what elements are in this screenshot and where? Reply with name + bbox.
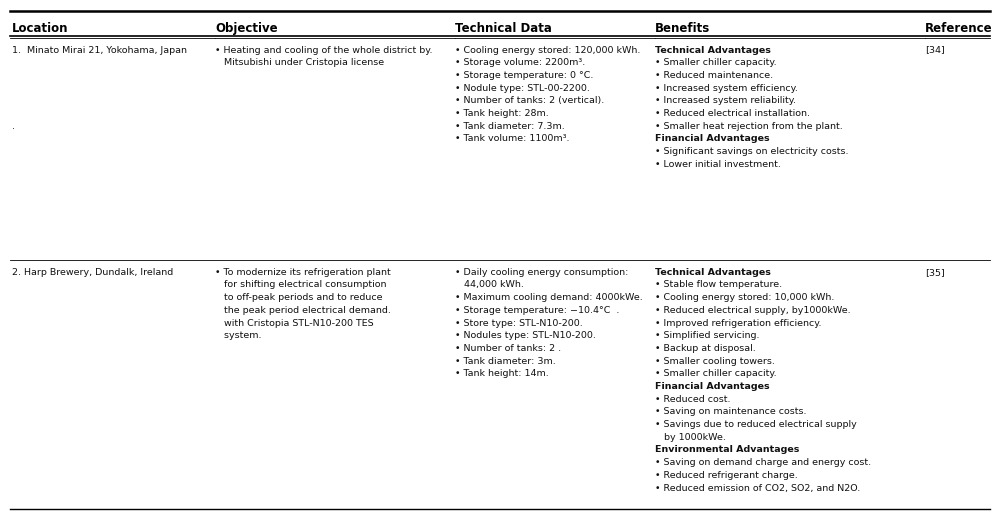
Text: • Nodules type: STL-N10-200.: • Nodules type: STL-N10-200. [455,332,596,340]
Text: 44,000 kWh.: 44,000 kWh. [455,281,524,290]
Text: • Savings due to reduced electrical supply: • Savings due to reduced electrical supp… [655,420,857,429]
Text: the peak period electrical demand.: the peak period electrical demand. [215,306,391,315]
Text: • Number of tanks: 2 .: • Number of tanks: 2 . [455,344,561,353]
Text: • Reduced maintenance.: • Reduced maintenance. [655,71,773,80]
Text: Technical Advantages: Technical Advantages [655,268,771,277]
Text: • Reduced cost.: • Reduced cost. [655,395,730,404]
Text: • Number of tanks: 2 (vertical).: • Number of tanks: 2 (vertical). [455,96,604,105]
Text: • Cooling energy stored: 120,000 kWh.: • Cooling energy stored: 120,000 kWh. [455,46,640,54]
Text: • Smaller chiller capacity.: • Smaller chiller capacity. [655,58,777,67]
Text: • Storage temperature: −10.4°C  .: • Storage temperature: −10.4°C . [455,306,619,315]
Text: • Reduced electrical installation.: • Reduced electrical installation. [655,109,810,118]
Text: .: . [12,122,15,131]
Text: • Nodule type: STL-00-2200.: • Nodule type: STL-00-2200. [455,83,590,93]
Text: • Increased system efficiency.: • Increased system efficiency. [655,83,798,93]
Text: • Maximum cooling demand: 4000kWe.: • Maximum cooling demand: 4000kWe. [455,293,643,302]
Text: • Tank height: 28m.: • Tank height: 28m. [455,109,549,118]
Text: • Tank height: 14m.: • Tank height: 14m. [455,369,549,378]
Text: Technical Data: Technical Data [455,22,552,35]
Text: to off-peak periods and to reduce: to off-peak periods and to reduce [215,293,382,302]
Text: • Daily cooling energy consumption:: • Daily cooling energy consumption: [455,268,628,277]
Text: for shifting electrical consumption: for shifting electrical consumption [215,281,386,290]
Text: • Tank volume: 1100m³.: • Tank volume: 1100m³. [455,134,570,143]
Text: 1.  Minato Mirai 21, Yokohama, Japan: 1. Minato Mirai 21, Yokohama, Japan [12,46,187,54]
Text: • Stable flow temperature.: • Stable flow temperature. [655,281,782,290]
Text: Financial Advantages: Financial Advantages [655,134,770,143]
Text: • Tank diameter: 3m.: • Tank diameter: 3m. [455,356,556,366]
Text: • Reduced electrical supply, by1000kWe.: • Reduced electrical supply, by1000kWe. [655,306,851,315]
Text: Objective: Objective [215,22,278,35]
Text: Financial Advantages: Financial Advantages [655,382,770,391]
Text: • Storage temperature: 0 °C.: • Storage temperature: 0 °C. [455,71,593,80]
Text: Reference: Reference [925,22,993,35]
Text: • Store type: STL-N10-200.: • Store type: STL-N10-200. [455,319,583,327]
Text: Environmental Advantages: Environmental Advantages [655,445,799,454]
Text: system.: system. [215,332,262,340]
Text: • Simplified servicing.: • Simplified servicing. [655,332,760,340]
Text: • Backup at disposal.: • Backup at disposal. [655,344,756,353]
Text: • Heating and cooling of the whole district by.: • Heating and cooling of the whole distr… [215,46,432,54]
Text: with Cristopia STL-N10-200 TES: with Cristopia STL-N10-200 TES [215,319,374,327]
Text: [35]: [35] [925,268,945,277]
Text: • Saving on maintenance costs.: • Saving on maintenance costs. [655,407,806,416]
Text: • Saving on demand charge and energy cost.: • Saving on demand charge and energy cos… [655,458,871,467]
Text: • Improved refrigeration efficiency.: • Improved refrigeration efficiency. [655,319,822,327]
Text: • Smaller cooling towers.: • Smaller cooling towers. [655,356,775,366]
Text: • Increased system reliability.: • Increased system reliability. [655,96,796,105]
Text: • Smaller chiller capacity.: • Smaller chiller capacity. [655,369,777,378]
Text: • Lower initial investment.: • Lower initial investment. [655,160,781,169]
Text: • Storage volume: 2200m³.: • Storage volume: 2200m³. [455,58,585,67]
Text: • Smaller heat rejection from the plant.: • Smaller heat rejection from the plant. [655,122,843,131]
Text: Location: Location [12,22,68,35]
Text: [34]: [34] [925,46,945,54]
Text: • Reduced emission of CO2, SO2, and N2O.: • Reduced emission of CO2, SO2, and N2O. [655,484,860,493]
Text: Benefits: Benefits [655,22,710,35]
Text: by 1000kWe.: by 1000kWe. [655,433,726,442]
Text: 2. Harp Brewery, Dundalk, Ireland: 2. Harp Brewery, Dundalk, Ireland [12,268,173,277]
Text: • To modernize its refrigeration plant: • To modernize its refrigeration plant [215,268,391,277]
Text: • Reduced refrigerant charge.: • Reduced refrigerant charge. [655,471,798,480]
Text: Technical Advantages: Technical Advantages [655,46,771,54]
Text: • Tank diameter: 7.3m.: • Tank diameter: 7.3m. [455,122,565,131]
Text: Mitsubishi under Cristopia license: Mitsubishi under Cristopia license [215,58,384,67]
Text: • Cooling energy stored: 10,000 kWh.: • Cooling energy stored: 10,000 kWh. [655,293,834,302]
Text: • Significant savings on electricity costs.: • Significant savings on electricity cos… [655,147,848,156]
